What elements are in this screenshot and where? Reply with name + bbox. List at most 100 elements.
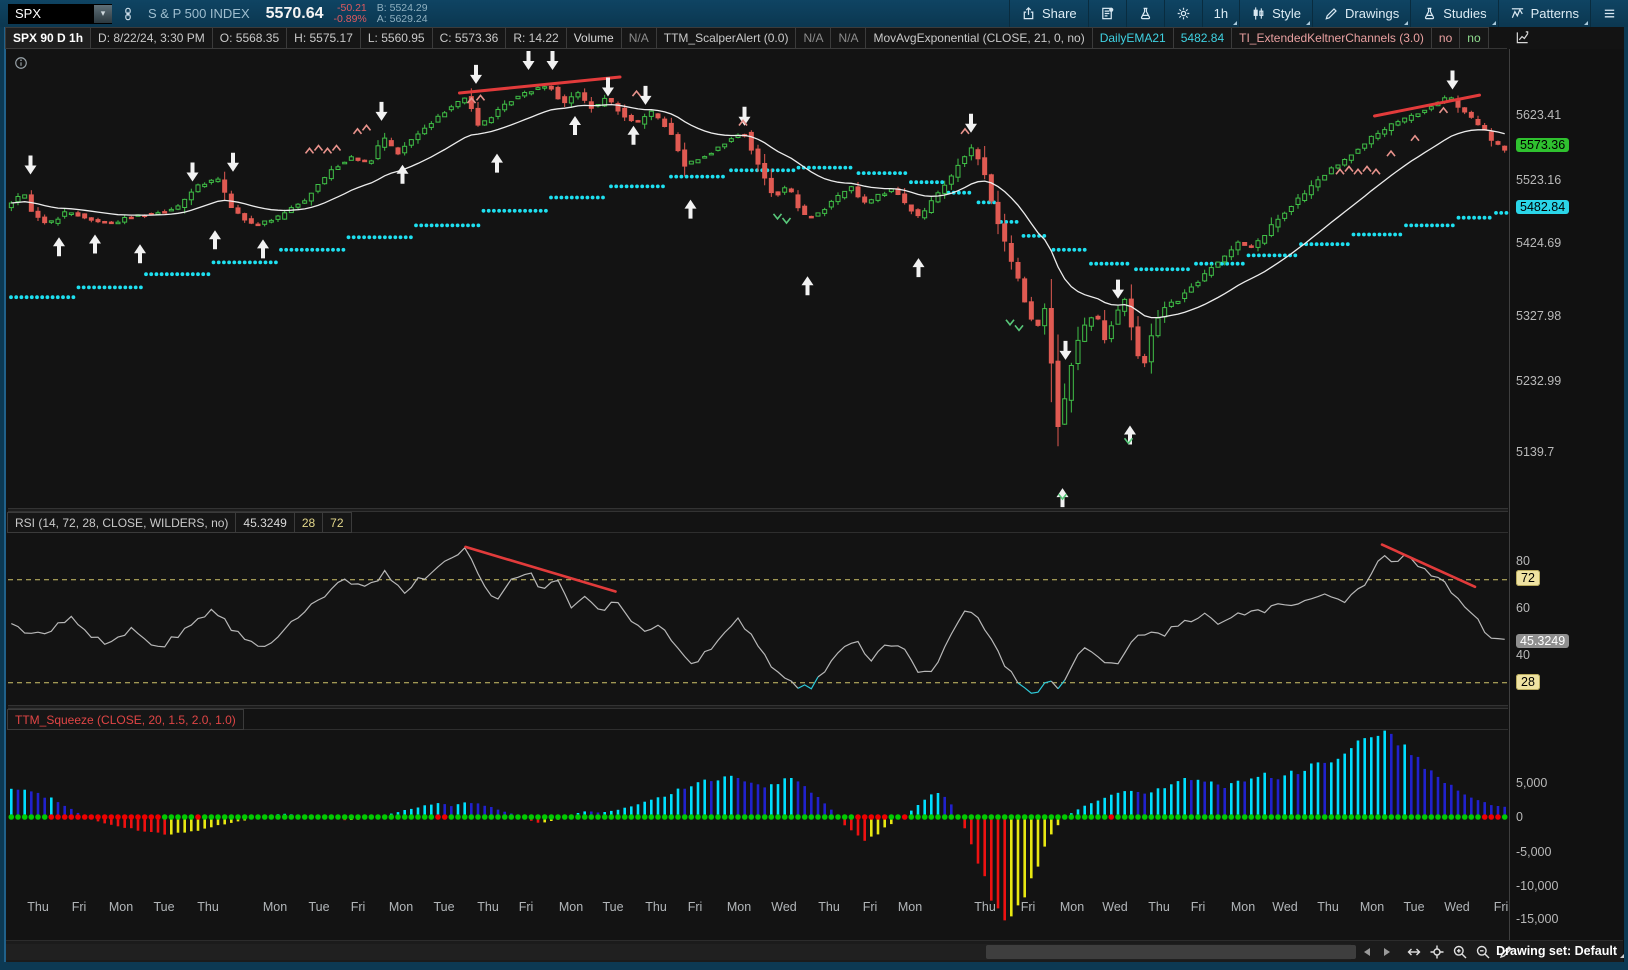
- button-label: Studies: [1443, 6, 1487, 21]
- scroll-right-button[interactable]: [1378, 945, 1396, 959]
- status-segment[interactable]: no: [1430, 27, 1461, 49]
- axis-label: 5623.41: [1516, 108, 1562, 122]
- squeeze-header-segment[interactable]: TTM_Squeeze (CLOSE, 20, 1.5, 2.0, 1.0): [7, 709, 244, 730]
- chart-panel: SPX 90 D 1h D: 8/22/24, 3:30 PM O: 5568.35…: [4, 27, 1624, 962]
- axis-label: 40: [1516, 648, 1530, 662]
- pan-icon[interactable]: [1427, 943, 1447, 961]
- time-axis-label: Mon: [388, 900, 414, 914]
- button-label: Drawings: [1345, 6, 1400, 21]
- change-percent: -0.89%: [333, 12, 367, 25]
- symbol-description: S & P 500 INDEX: [148, 6, 250, 21]
- time-axis-label: Fri: [71, 900, 87, 914]
- patterns-icon: [1510, 6, 1525, 21]
- symbol-input[interactable]: SPX ▾: [8, 3, 112, 24]
- status-segment[interactable]: C: 5573.36: [431, 27, 507, 49]
- time-axis-label: Mon: [1059, 900, 1085, 914]
- time-axis-label: Mon: [108, 900, 134, 914]
- time-axis-label: Thu: [645, 900, 667, 914]
- status-segment[interactable]: R: 14.22: [505, 27, 567, 49]
- time-axis-label: Fri: [518, 900, 534, 914]
- price-pane[interactable]: [8, 49, 1509, 508]
- axis-label: 5327.98: [1516, 309, 1562, 323]
- status-segment[interactable]: 5482.84: [1172, 27, 1233, 49]
- share-button[interactable]: Share: [1008, 0, 1088, 27]
- status-segment[interactable]: no: [1459, 27, 1489, 49]
- zoom-out-icon[interactable]: [1473, 943, 1493, 961]
- squeeze-pane[interactable]: [8, 730, 1508, 921]
- status-segment[interactable]: Volume: [565, 27, 622, 49]
- status-segment[interactable]: H: 5575.17: [286, 27, 361, 49]
- status-segment[interactable]: DailyEMA21: [1091, 27, 1174, 49]
- draw-icon[interactable]: [1496, 943, 1516, 961]
- ask-value: A: 5629.24: [376, 12, 428, 25]
- time-axis-label: Wed: [1272, 900, 1298, 914]
- squeeze-header: TTM_Squeeze (CLOSE, 20, 1.5, 2.0, 1.0): [7, 709, 1508, 730]
- time-axis-label: Thu: [1317, 900, 1339, 914]
- status-segment[interactable]: TI_ExtendedKeltnerChannels (3.0): [1231, 27, 1432, 49]
- button-label: Patterns: [1530, 6, 1579, 21]
- pane-separator[interactable]: [8, 508, 1508, 512]
- axis-price-badge: 5573.36: [1516, 138, 1570, 152]
- status-segment[interactable]: N/A: [620, 27, 657, 49]
- status-segment[interactable]: SPX 90 D 1h: [5, 27, 92, 49]
- drawing-set-selector[interactable]: Drawing set: Default: [1496, 944, 1624, 958]
- time-axis-label: Mon: [1230, 900, 1256, 914]
- chart-status-row: SPX 90 D 1h D: 8/22/24, 3:30 PM O: 5568.35…: [5, 27, 1507, 49]
- status-segment[interactable]: TTM_ScalperAlert (0.0): [655, 27, 797, 49]
- time-axis-label: Tue: [153, 900, 175, 914]
- button-label: 1h: [1213, 6, 1229, 21]
- time-axis-label: Mon: [726, 900, 752, 914]
- bid-value: B: 5524.29: [376, 1, 428, 14]
- bid-ask: B: 5524.29 A: 5629.24: [376, 1, 428, 25]
- time-axis-label: Thu: [477, 900, 499, 914]
- time-axis-label: Thu: [27, 900, 49, 914]
- expand-timescale-icon[interactable]: [1404, 943, 1424, 961]
- rsi-header: RSI (14, 72, 28, CLOSE, WILDERS, no) 45.3…: [7, 512, 1508, 533]
- rsi-header-segment[interactable]: 45.3249: [235, 512, 295, 533]
- axis-price-badge: 72: [1516, 570, 1540, 586]
- status-segment[interactable]: O: 5568.35: [211, 27, 288, 49]
- chart-maximize-icon[interactable]: [1515, 30, 1530, 50]
- info-icon[interactable]: [14, 56, 28, 70]
- status-segment[interactable]: D: 8/22/24, 3:30 PM: [90, 27, 213, 49]
- status-segment[interactable]: MovAvgExponential (CLOSE, 21, 0, no): [865, 27, 1093, 49]
- timeframe-button[interactable]: 1h: [1201, 0, 1239, 27]
- style-button[interactable]: Style: [1239, 0, 1312, 27]
- status-segment[interactable]: L: 5560.95: [359, 27, 433, 49]
- rsi-pane[interactable]: [8, 533, 1508, 705]
- analyze-button[interactable]: [1125, 0, 1164, 27]
- time-axis-label: Tue: [1403, 900, 1425, 914]
- time-axis-label: Tue: [602, 900, 624, 914]
- status-segment[interactable]: N/A: [795, 27, 832, 49]
- zoom-in-icon[interactable]: [1450, 943, 1470, 961]
- flask-icon: [1422, 6, 1437, 21]
- report-button[interactable]: [1087, 0, 1126, 27]
- time-axis-label: Wed: [771, 900, 797, 914]
- settings-button[interactable]: [1163, 0, 1202, 27]
- share-icon: [1021, 6, 1036, 21]
- candle-icon: [1251, 6, 1266, 21]
- flask-icon: [1138, 6, 1153, 21]
- studies-button[interactable]: Studies: [1410, 0, 1497, 27]
- change-value: -50.21: [337, 1, 367, 14]
- price-axis-column[interactable]: 5623.41 5573.36 5523.16 5482.84 5424.69 5327.…: [1509, 49, 1624, 962]
- time-axis-label: Wed: [1444, 900, 1470, 914]
- button-label: Share: [1041, 6, 1077, 21]
- patterns-button[interactable]: Patterns: [1497, 0, 1590, 27]
- rsi-header-segment[interactable]: 72: [322, 512, 352, 533]
- axis-label: 60: [1516, 601, 1530, 615]
- time-axis-label: Fri: [350, 900, 366, 914]
- scroll-left-button[interactable]: [1358, 945, 1376, 959]
- axis-label: 5523.16: [1516, 173, 1562, 187]
- rsi-header-segment[interactable]: RSI (14, 72, 28, CLOSE, WILDERS, no): [7, 512, 237, 533]
- symbol-dropdown-button[interactable]: ▾: [94, 4, 112, 23]
- link-icon[interactable]: [112, 0, 144, 27]
- status-segment[interactable]: N/A: [830, 27, 867, 49]
- drawings-button[interactable]: Drawings: [1312, 0, 1410, 27]
- pencil-icon: [1324, 6, 1339, 21]
- horizontal-scrollbar-thumb[interactable]: [986, 945, 1356, 959]
- pane-separator[interactable]: [8, 705, 1508, 709]
- rsi-header-segment[interactable]: 28: [293, 512, 324, 533]
- menu-button[interactable]: [1590, 0, 1628, 27]
